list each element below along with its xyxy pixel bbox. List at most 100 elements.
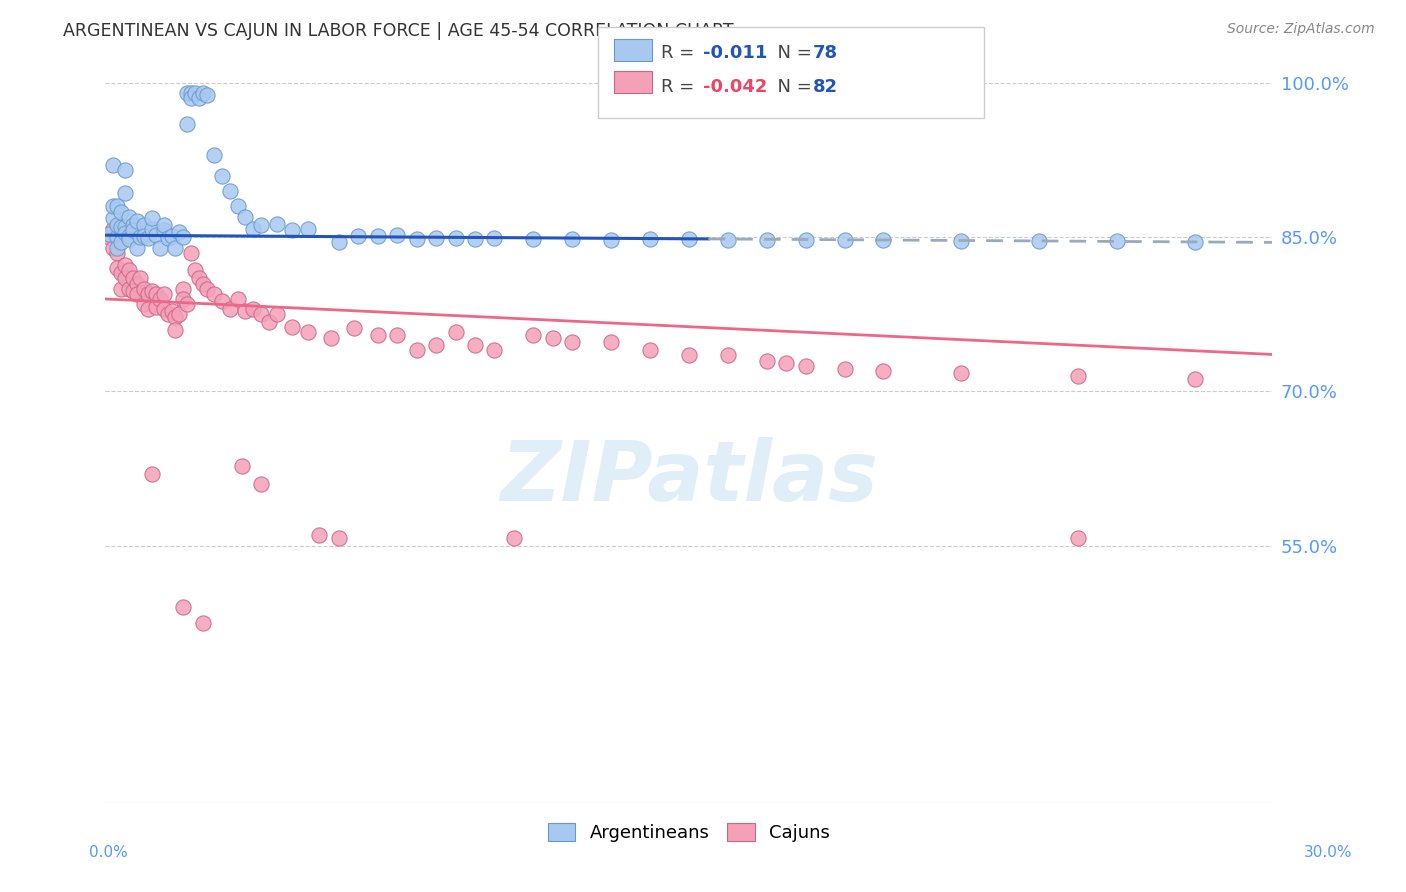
Point (950, 366, 973, 380)
Point (114, 226, 136, 240)
Point (103, 222, 125, 236)
Point (114, 258, 136, 272)
Point (444, 325, 467, 339)
Point (160, 304, 183, 318)
Point (1067, 531, 1090, 545)
Point (484, 343, 506, 358)
Point (105, 230, 128, 244)
Point (125, 214, 148, 228)
Point (638, 343, 661, 358)
Text: ARGENTINEAN VS CAJUN IN LABOR FORCE | AGE 45-54 CORRELATION CHART: ARGENTINEAN VS CAJUN IN LABOR FORCE | AG… (63, 22, 734, 40)
Point (172, 282, 194, 296)
Point (503, 531, 526, 545)
Point (129, 230, 152, 244)
Point (794, 233, 817, 247)
Point (105, 261, 128, 276)
Point (872, 233, 894, 247)
Point (180, 91, 202, 105)
Point (103, 158, 125, 172)
Point (794, 359, 817, 373)
Point (125, 277, 148, 291)
Point (184, 263, 207, 277)
Point (184, 87, 207, 101)
Point (187, 271, 209, 285)
Point (281, 223, 304, 237)
Point (484, 231, 506, 245)
Point (176, 87, 198, 101)
Point (134, 218, 156, 232)
Point (105, 245, 128, 260)
Point (281, 319, 304, 334)
Point (367, 229, 389, 244)
Point (110, 204, 132, 219)
Point (242, 302, 264, 317)
Point (141, 284, 163, 298)
Point (405, 232, 427, 246)
Point (125, 286, 148, 301)
Point (110, 282, 132, 296)
Point (755, 233, 778, 247)
Point (191, 615, 214, 630)
Point (172, 230, 194, 244)
Point (297, 325, 319, 339)
Point (136, 231, 159, 245)
Text: 82: 82 (813, 78, 838, 95)
Point (103, 211, 125, 225)
Point (678, 232, 700, 246)
Point (160, 229, 183, 244)
Point (165, 323, 187, 337)
Point (195, 282, 218, 296)
Text: N =: N = (766, 44, 818, 62)
Point (219, 302, 242, 317)
Text: 78: 78 (813, 44, 838, 62)
Point (211, 293, 233, 308)
Point (600, 335, 623, 350)
Point (110, 266, 132, 280)
Point (385, 228, 409, 243)
Point (775, 356, 797, 370)
Point (235, 304, 257, 318)
Text: -0.011: -0.011 (703, 44, 768, 62)
Point (149, 292, 172, 306)
Point (1067, 369, 1090, 384)
Point (129, 271, 152, 285)
Text: ZIPatlas: ZIPatlas (501, 436, 877, 517)
Point (156, 307, 179, 321)
Text: 0.0%: 0.0% (89, 845, 128, 860)
Point (98, 230, 121, 244)
Point (308, 528, 330, 542)
Point (121, 271, 143, 285)
Point (134, 297, 156, 311)
Point (1184, 372, 1206, 386)
Point (250, 218, 273, 232)
Point (211, 169, 233, 183)
Point (226, 199, 249, 213)
Point (134, 282, 156, 296)
Point (195, 88, 218, 103)
Point (444, 231, 467, 245)
Point (250, 477, 273, 491)
Point (125, 240, 148, 255)
Point (145, 228, 167, 243)
Point (136, 302, 159, 317)
Point (202, 148, 225, 162)
Point (297, 222, 319, 236)
Point (110, 235, 132, 250)
Point (114, 163, 136, 178)
Point (250, 307, 273, 321)
Point (343, 320, 366, 334)
Point (328, 235, 350, 250)
Point (103, 199, 125, 213)
Point (834, 233, 856, 247)
Text: 30.0%: 30.0% (1305, 845, 1353, 860)
Point (141, 211, 163, 225)
Point (561, 335, 583, 350)
Point (165, 240, 187, 255)
Point (226, 292, 249, 306)
Text: N =: N = (766, 78, 818, 95)
Point (103, 240, 125, 255)
Point (328, 531, 350, 545)
Point (105, 240, 128, 255)
Point (165, 310, 187, 325)
Point (114, 219, 136, 234)
